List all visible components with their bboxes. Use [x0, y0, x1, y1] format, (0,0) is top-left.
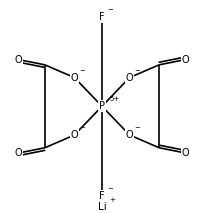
Text: O: O: [126, 130, 133, 140]
Text: O: O: [71, 130, 78, 140]
Text: O: O: [14, 148, 22, 158]
Text: O: O: [182, 55, 190, 65]
Text: F: F: [99, 191, 105, 201]
Text: O: O: [182, 148, 190, 158]
Text: 5+: 5+: [110, 96, 120, 102]
Text: +: +: [110, 197, 116, 203]
Text: Li: Li: [98, 202, 106, 212]
Text: −: −: [107, 186, 113, 192]
Text: −: −: [80, 68, 85, 74]
Text: O: O: [71, 73, 78, 83]
Text: F: F: [99, 12, 105, 22]
Text: −: −: [80, 125, 85, 131]
Text: O: O: [14, 55, 22, 65]
Text: −: −: [135, 125, 141, 131]
Text: O: O: [126, 73, 133, 83]
Text: P: P: [99, 101, 105, 111]
Text: −: −: [135, 68, 141, 74]
Text: −: −: [107, 7, 113, 13]
